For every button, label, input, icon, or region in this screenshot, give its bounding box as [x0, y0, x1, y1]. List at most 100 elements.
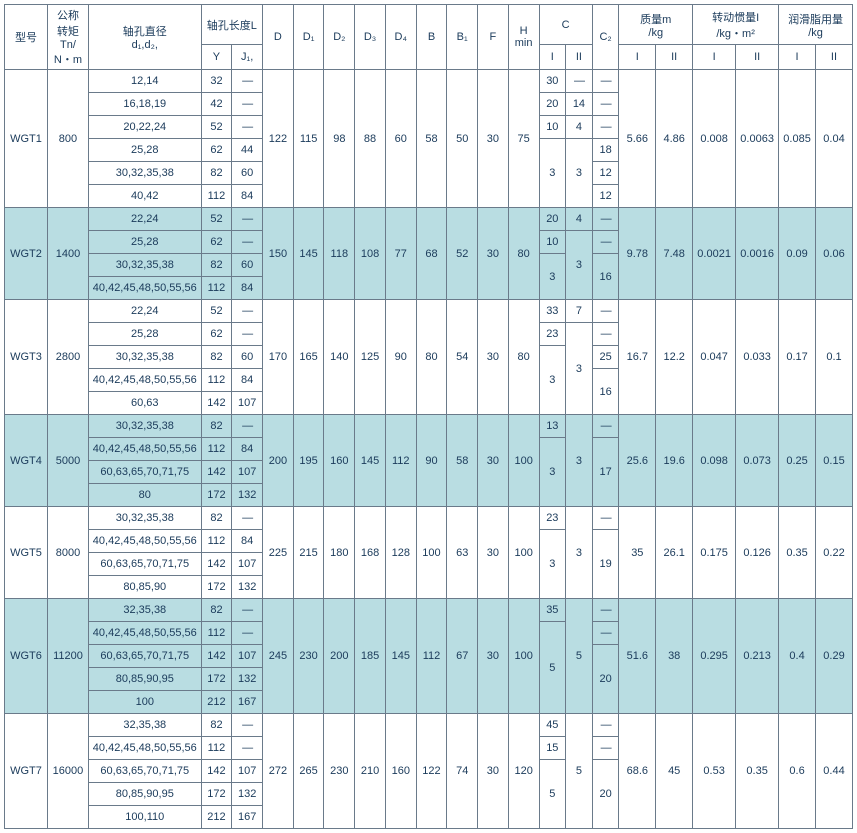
data-cell: 20	[539, 208, 566, 231]
data-cell: 25,28	[88, 139, 201, 162]
data-cell: 84	[232, 277, 263, 300]
data-cell: —	[592, 507, 619, 530]
table-row: WGT2140022,2452—150145118108776852308020…	[5, 208, 853, 231]
data-cell: 19	[592, 530, 619, 599]
data-cell: 3	[539, 530, 566, 599]
data-cell: 58	[447, 415, 478, 507]
data-cell: —	[592, 622, 619, 645]
data-cell: 30,32,35,38	[88, 507, 201, 530]
data-cell: 0.53	[693, 714, 736, 829]
data-cell: 60,63	[88, 392, 201, 415]
data-cell: 112	[416, 599, 447, 714]
data-cell: 150	[263, 208, 294, 300]
data-cell: 0.15	[815, 415, 852, 507]
data-cell: 245	[263, 599, 294, 714]
data-cell: —	[232, 507, 263, 530]
hdr-CI: I	[539, 45, 566, 70]
hdr-iII: II	[736, 45, 779, 70]
hdr-mII: II	[656, 45, 693, 70]
data-cell: —	[232, 622, 263, 645]
data-cell: 140	[324, 300, 355, 415]
data-cell: 0.44	[815, 714, 852, 829]
data-cell: 0.35	[779, 507, 816, 599]
data-cell: 160	[385, 714, 416, 829]
data-cell: 25.6	[619, 415, 656, 507]
data-cell: 132	[232, 668, 263, 691]
data-cell: 22,24	[88, 208, 201, 231]
data-cell: 0.213	[736, 599, 779, 714]
data-cell: 25,28	[88, 231, 201, 254]
data-cell: WGT6	[5, 599, 48, 714]
data-cell: 107	[232, 760, 263, 783]
data-cell: —	[232, 714, 263, 737]
data-cell: 0.008	[693, 70, 736, 208]
data-cell: 82	[201, 346, 232, 369]
data-cell: 52	[201, 208, 232, 231]
data-cell: WGT5	[5, 507, 48, 599]
data-cell: 30	[478, 300, 509, 415]
spec-table: 型号 公称转矩Tn/N・m 轴孔直径d₁,d₂, 轴孔长度L D D₁ D₂ D…	[4, 4, 853, 829]
hdr-C: C	[539, 5, 592, 45]
data-cell: 3	[539, 346, 566, 415]
hdr-D2: D₂	[324, 5, 355, 70]
data-cell: 88	[355, 70, 386, 208]
data-cell: 132	[232, 783, 263, 806]
data-cell: 84	[232, 438, 263, 461]
data-cell: —	[592, 300, 619, 323]
data-cell: 30,32,35,38	[88, 162, 201, 185]
hdr-J1: J₁,	[232, 45, 263, 70]
data-cell: 112	[201, 185, 232, 208]
data-cell: 35	[619, 507, 656, 599]
data-cell: 51.6	[619, 599, 656, 714]
data-cell: —	[592, 323, 619, 346]
data-cell: 265	[293, 714, 324, 829]
data-cell: 52	[447, 208, 478, 300]
data-cell: 16,18,19	[88, 93, 201, 116]
data-cell: 30	[478, 714, 509, 829]
data-cell: 19.6	[656, 415, 693, 507]
data-cell: 82	[201, 162, 232, 185]
data-cell: 0.1	[815, 300, 852, 415]
data-cell: 77	[385, 208, 416, 300]
data-cell: 5000	[48, 415, 89, 507]
data-cell: 100	[88, 691, 201, 714]
data-cell: 60	[232, 254, 263, 277]
data-cell: 0.0063	[736, 70, 779, 208]
data-cell: 30	[478, 70, 509, 208]
data-cell: 9.78	[619, 208, 656, 300]
data-cell: —	[592, 714, 619, 737]
data-cell: 180	[324, 507, 355, 599]
data-cell: 145	[293, 208, 324, 300]
data-cell: 172	[201, 576, 232, 599]
data-cell: 112	[201, 438, 232, 461]
data-cell: 84	[232, 369, 263, 392]
data-cell: 145	[355, 415, 386, 507]
data-cell: 172	[201, 484, 232, 507]
data-cell: 60	[232, 162, 263, 185]
data-cell: 118	[324, 208, 355, 300]
data-cell: 40,42,45,48,50,55,56	[88, 277, 201, 300]
data-cell: 200	[263, 415, 294, 507]
data-cell: 3	[566, 415, 593, 507]
data-cell: 112	[385, 415, 416, 507]
data-cell: 30,32,35,38	[88, 415, 201, 438]
data-cell: 60	[385, 70, 416, 208]
data-cell: —	[232, 599, 263, 622]
data-cell: 32,35,38	[88, 599, 201, 622]
data-cell: 122	[263, 70, 294, 208]
data-cell: 1400	[48, 208, 89, 300]
data-cell: 142	[201, 553, 232, 576]
data-cell: WGT7	[5, 714, 48, 829]
data-cell: 40,42,45,48,50,55,56	[88, 737, 201, 760]
data-cell: 0.033	[736, 300, 779, 415]
hdr-gII: II	[815, 45, 852, 70]
data-cell: 44	[232, 139, 263, 162]
data-cell: 23	[539, 323, 566, 346]
data-cell: 0.175	[693, 507, 736, 599]
data-cell: 84	[232, 530, 263, 553]
data-cell: 170	[263, 300, 294, 415]
data-cell: 3	[539, 254, 566, 300]
data-cell: 125	[355, 300, 386, 415]
data-cell: 25,28	[88, 323, 201, 346]
data-cell: 30	[539, 70, 566, 93]
